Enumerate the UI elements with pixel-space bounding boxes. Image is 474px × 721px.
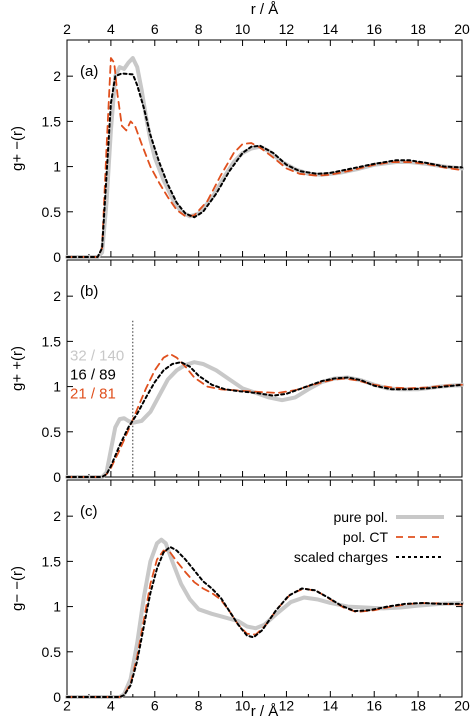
y-tick-label: 1: [53, 599, 61, 615]
y-tick-label: 2: [53, 68, 61, 84]
y-tick-label: 1: [53, 159, 61, 175]
y-axis-label: g+ +(r): [9, 346, 26, 391]
legend-label-ct: pol. CT: [343, 529, 389, 545]
x-tick-label-bottom: 20: [454, 697, 470, 713]
series-line-scaled: [66, 545, 463, 698]
y-tick-label: 0.5: [42, 644, 62, 660]
x-tick-label-bottom: 12: [279, 697, 295, 713]
y-tick-label: 2: [53, 508, 61, 524]
x-tick-label-top: 18: [410, 21, 426, 37]
y-tick-label: 1.5: [42, 333, 62, 349]
panel-tag: (b): [80, 283, 98, 300]
x-tick-label-bottom: 2: [63, 697, 71, 713]
y-axis-label: g+ −(r): [9, 126, 26, 171]
series-line-scaled: [66, 361, 463, 478]
series-line-scaled: [66, 72, 463, 258]
x-tick-label-bottom: 16: [366, 697, 382, 713]
x-tick-label-bottom: 6: [151, 697, 159, 713]
x-axis-label-bottom: r / Å: [251, 703, 279, 720]
y-tick-label: 0: [53, 689, 61, 705]
x-tick-label-bottom: 14: [323, 697, 339, 713]
y-tick-label: 2: [53, 288, 61, 304]
y-tick-label: 1.5: [42, 113, 62, 129]
panel-tag: (a): [80, 63, 98, 80]
x-tick-label-bottom: 18: [410, 697, 426, 713]
series-line-ct: [66, 549, 463, 698]
legend-label-pure: pure pol.: [334, 509, 388, 525]
text-layer: r / Å r / Å 2 4 6 8 10 12 14 16 18 2000.511.52g+ …: [9, 1, 470, 720]
x-tick-label-top: 2: [63, 21, 71, 37]
x-tick-label-top: 8: [195, 21, 203, 37]
y-axis-label: g− −(r): [9, 566, 26, 611]
series-line-pure: [65, 537, 464, 699]
x-tick-label-top: 20: [454, 21, 470, 37]
y-tick-label: 0: [53, 249, 61, 265]
series-line-ct: [66, 57, 463, 258]
y-tick-label: 0.5: [42, 204, 62, 220]
x-tick-label-bottom: 10: [235, 697, 251, 713]
x-tick-label-bottom: 8: [195, 697, 203, 713]
x-tick-label-top: 6: [151, 21, 159, 37]
y-tick-label: 0.5: [42, 424, 62, 440]
x-tick-label-top: 12: [279, 21, 295, 37]
y-tick-label: 1: [53, 379, 61, 395]
count-annotation: 32 / 140: [70, 348, 124, 365]
count-annotation: 16 / 89: [70, 367, 116, 384]
x-tick-label-top: 10: [235, 21, 251, 37]
series-layer: [65, 56, 464, 699]
panel-tag: (c): [80, 503, 98, 520]
y-tick-label: 0: [53, 469, 61, 485]
axes-layer: [66, 39, 463, 698]
x-axis-label-top: r / Å: [251, 1, 279, 18]
legend-label-scaled: scaled charges: [294, 549, 388, 565]
count-annotation: 21 / 81: [70, 386, 116, 403]
y-tick-label: 1.5: [42, 553, 62, 569]
x-tick-label-top: 4: [107, 21, 115, 37]
x-tick-label-bottom: 4: [107, 697, 115, 713]
x-tick-label-top: 14: [323, 21, 339, 37]
x-tick-label-top: 16: [366, 21, 382, 37]
